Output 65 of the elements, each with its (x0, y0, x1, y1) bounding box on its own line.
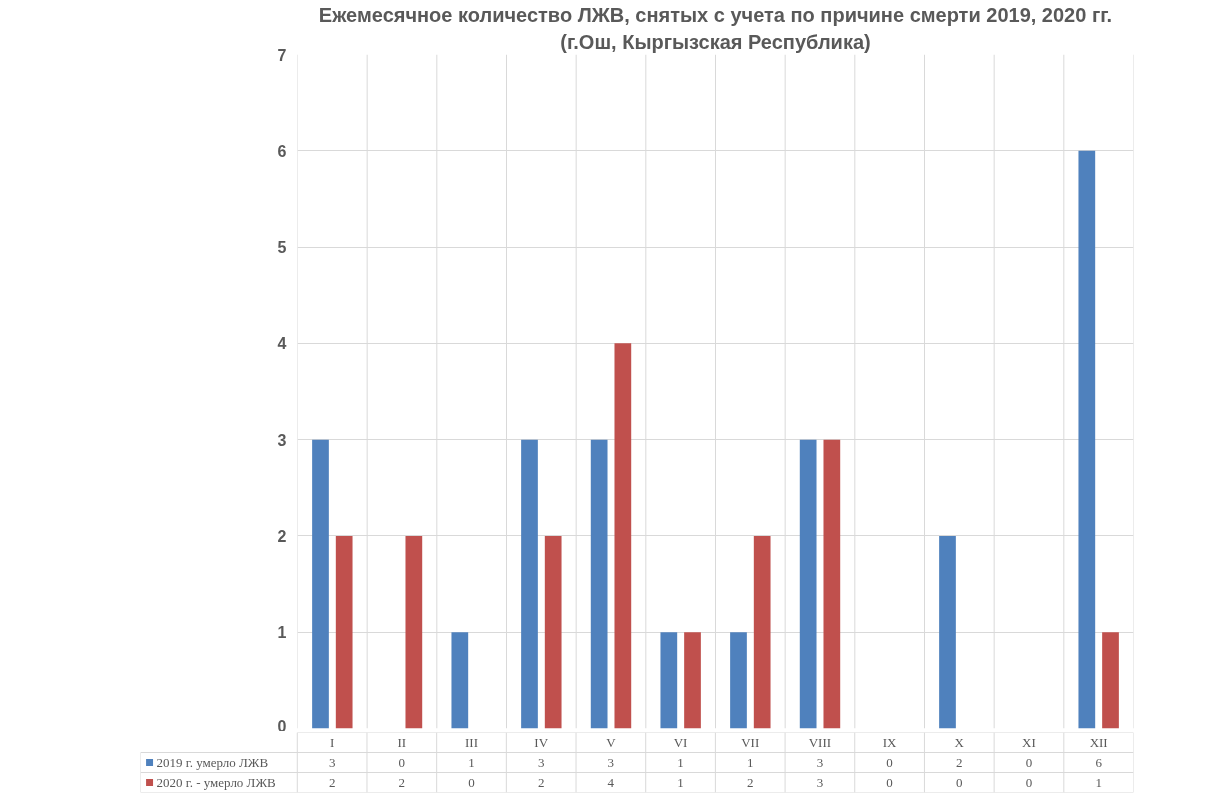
data-label: 0 (1025, 774, 1033, 790)
x-tick-label: XI (1022, 735, 1036, 750)
data-label: 3 (537, 754, 545, 770)
legend-label: 2020 г. - умерло ЛЖВ (156, 775, 277, 790)
chart-subtitle: (г.Ош, Кыргызская Республика) (560, 30, 871, 53)
data-label: 0 (1025, 754, 1033, 770)
y-tick-label: 1 (277, 624, 287, 642)
data-label: 1 (468, 754, 475, 770)
data-label: 2 (398, 774, 406, 790)
x-tick-label: I (329, 735, 335, 750)
y-tick-label: 6 (277, 142, 287, 160)
bar (335, 535, 353, 729)
data-label: 2 (956, 754, 963, 770)
bar (823, 439, 841, 729)
x-tick-label: VIII (808, 735, 832, 750)
x-tick-label: II (397, 735, 407, 750)
data-label: 2 (328, 774, 336, 790)
x-tick-label: VI (673, 735, 688, 750)
data-label: 1 (1095, 774, 1102, 790)
x-tick-label: XII (1089, 735, 1108, 750)
bar (1102, 632, 1119, 729)
bar (614, 343, 632, 729)
bar (753, 535, 771, 729)
bar (590, 439, 608, 729)
chart-title: Ежемесячное количество ЛЖВ, снятых с учета по причине смерти 2019, 2020 гг. (318, 3, 1113, 26)
bar (660, 632, 678, 729)
bar (521, 439, 538, 729)
data-label: 2 (537, 774, 545, 790)
data-label: 3 (816, 774, 824, 790)
data-label: 0 (468, 774, 475, 790)
x-tick-label: IV (534, 735, 549, 750)
bar (684, 632, 701, 729)
bar (730, 632, 747, 729)
data-label: 4 (607, 774, 615, 790)
data-label: 1 (677, 774, 684, 790)
bar (405, 535, 423, 729)
x-tick-label: X (954, 735, 965, 750)
x-tick-label: III (465, 735, 479, 750)
bar (799, 439, 817, 729)
y-tick-label: 5 (277, 239, 287, 257)
data-label: 0 (956, 774, 963, 790)
data-label: 3 (328, 754, 336, 770)
bar (451, 632, 469, 729)
y-tick-label: 0 (277, 717, 287, 735)
y-tick-label: 7 (277, 46, 287, 64)
x-tick-label: V (606, 735, 617, 750)
bar (312, 439, 329, 729)
bar (939, 535, 956, 729)
y-tick-label: 3 (277, 431, 287, 449)
legend-label: 2019 г. умерло ЛЖВ (156, 755, 269, 770)
data-label: 0 (886, 774, 893, 790)
data-label: 6 (1095, 754, 1103, 770)
y-tick-label: 2 (277, 527, 287, 545)
data-label: 3 (816, 754, 824, 770)
y-tick-label: 4 (277, 335, 287, 353)
data-label: 0 (886, 754, 893, 770)
bar (1078, 150, 1096, 729)
data-label: 1 (746, 754, 754, 770)
x-tick-label: IX (882, 735, 898, 750)
data-label: 0 (398, 754, 406, 770)
data-label: 3 (607, 754, 615, 770)
x-tick-label: VII (741, 735, 760, 750)
bar (544, 535, 562, 729)
data-label: 1 (677, 754, 684, 770)
data-label: 2 (746, 774, 754, 790)
